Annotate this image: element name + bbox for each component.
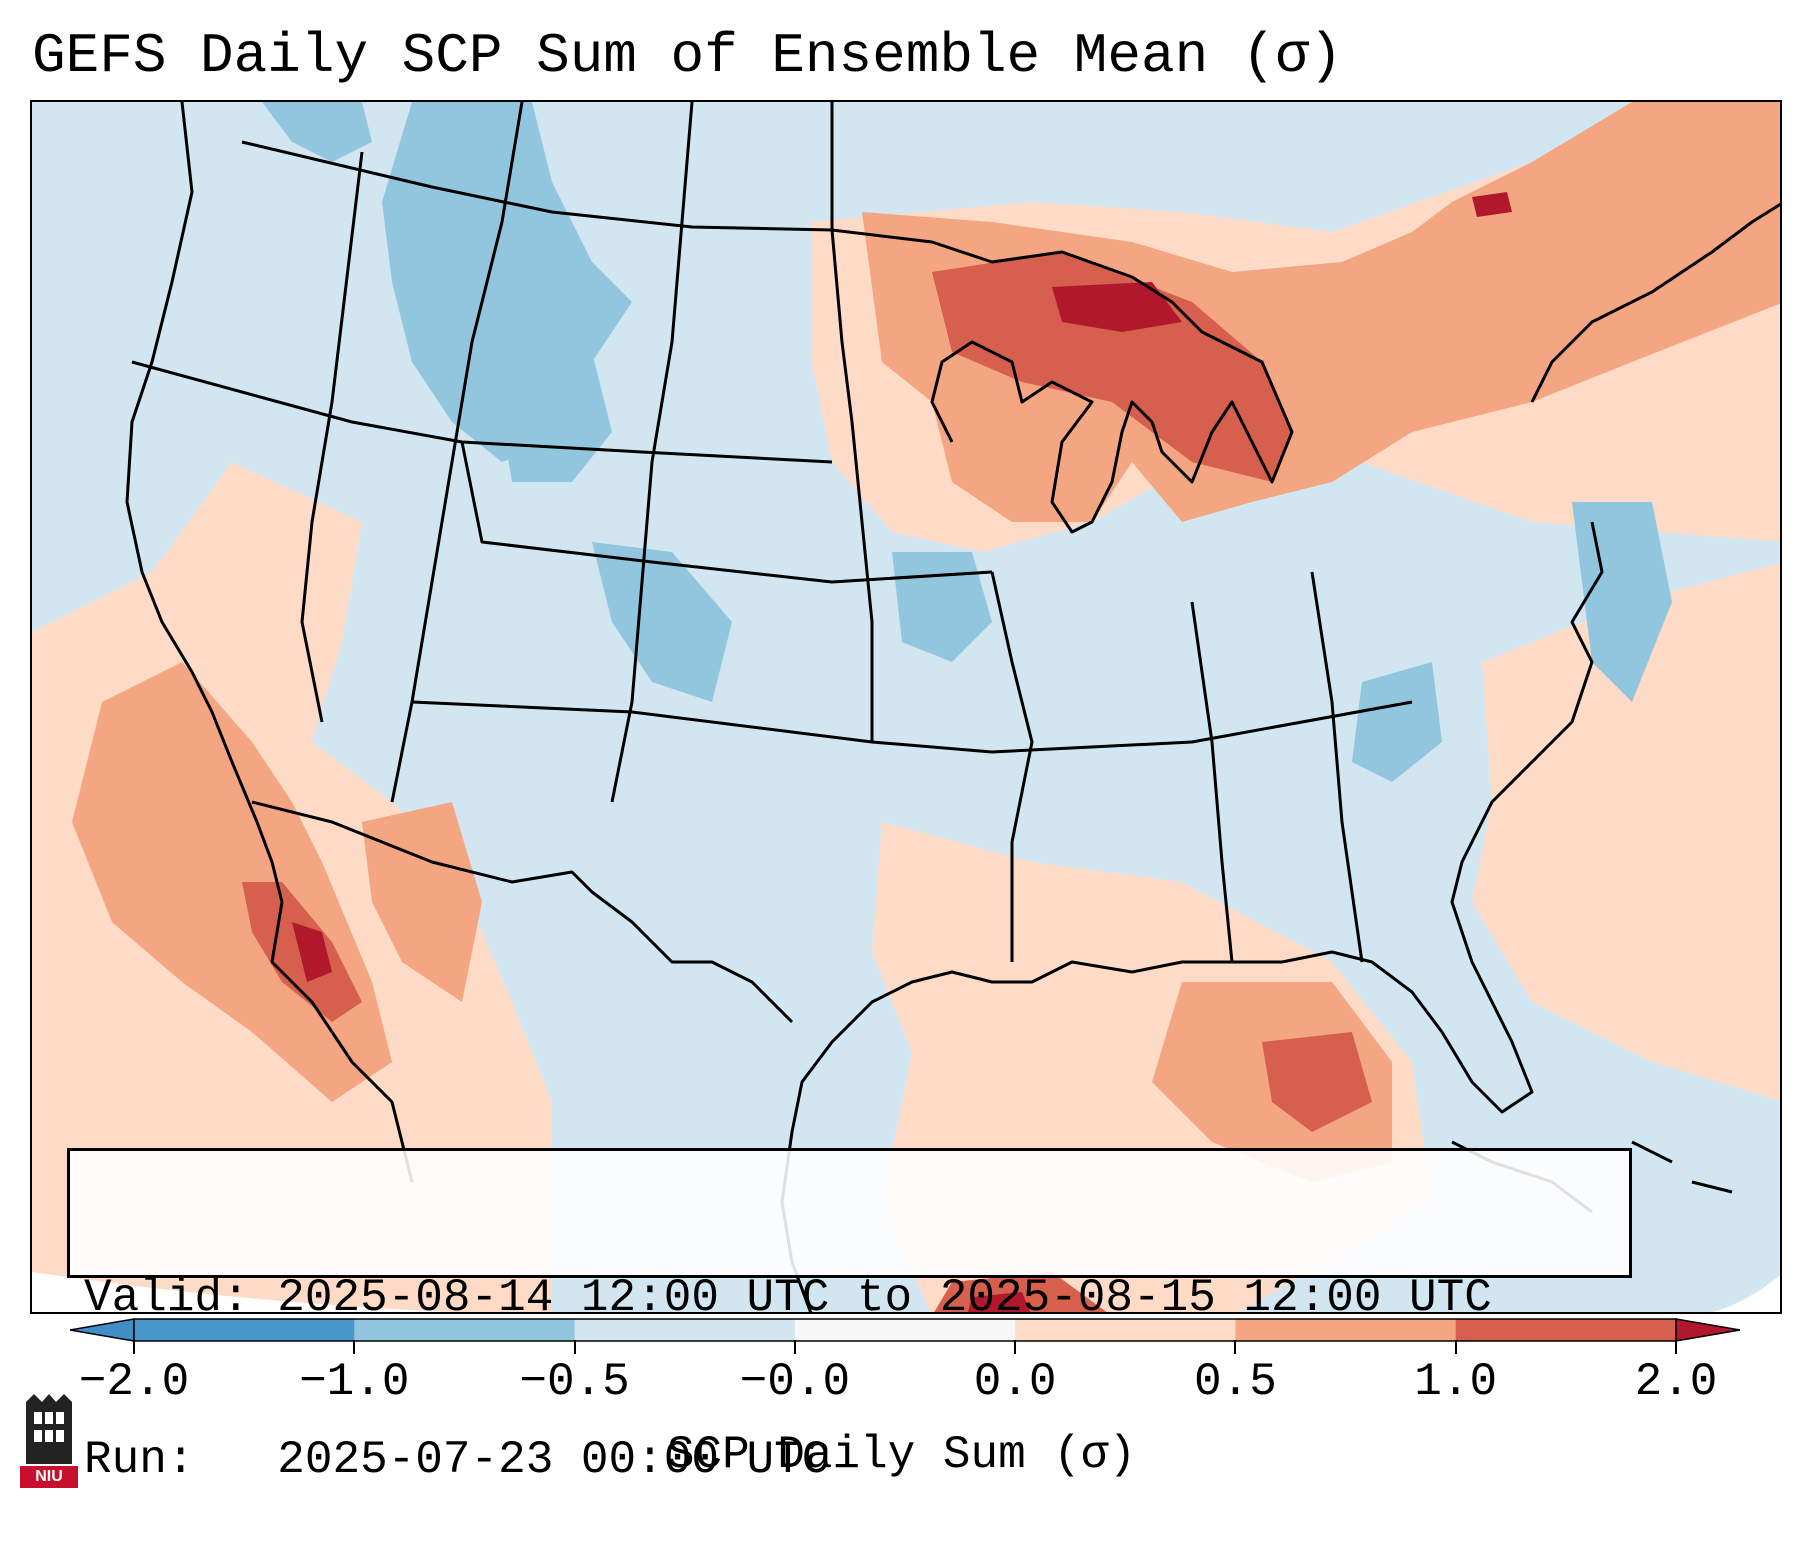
run-label: Run:: [84, 1434, 195, 1486]
colorbar-bin: [574, 1319, 796, 1341]
anomaly-area-sonora: [362, 802, 482, 1002]
figure-title: GEFS Daily SCP Sum of Ensemble Mean (σ): [32, 24, 1343, 88]
colorbar-extend-low: [70, 1318, 135, 1342]
colorbar-bin: [1455, 1319, 1677, 1341]
colorbar-tick: [1675, 1340, 1677, 1354]
east-coastline: [1440, 521, 1604, 1114]
great-lakes-outline: [831, 228, 1294, 534]
anomaly-area-atlantic: [1472, 563, 1780, 1101]
anomaly-area-wyoming: [492, 352, 612, 482]
canada-us-border-west: [241, 140, 833, 232]
projection-edge-right: [1712, 1275, 1780, 1312]
anomaly-area-baja-core: [292, 922, 332, 982]
northeast-coastline: [1530, 202, 1780, 403]
colorbar-tick: [133, 1340, 135, 1354]
colorbar-frame: [133, 1318, 1677, 1342]
logo-tower-icon: [26, 1394, 72, 1464]
map-canvas: [32, 102, 1780, 1312]
border-east-west-2: [460, 441, 993, 584]
colorbar-label: SCP Daily Sum (σ): [666, 1429, 1137, 1481]
projection-edge-left: [32, 1272, 452, 1312]
anomaly-area-plains: [892, 552, 992, 662]
negative-anomaly-areas: [262, 102, 1672, 782]
us-mexico-border: [251, 800, 794, 1024]
island-path: [1631, 1140, 1673, 1164]
colorbar-tick-label: 1.0: [1414, 1356, 1498, 1408]
colorbar-tick: [353, 1340, 356, 1354]
anomaly-area-lake-superior: [932, 252, 1292, 482]
anomaly-area-colorado: [592, 542, 732, 702]
anomaly-area-southern-edge-core: [968, 1292, 1031, 1312]
colorbar-extend-high: [1675, 1318, 1740, 1342]
logo-text: NIU: [20, 1466, 78, 1488]
border-east-west-3: [411, 700, 1413, 754]
colorbar-tick: [573, 1340, 576, 1354]
colorbar-tick-label: −0.0: [739, 1356, 851, 1408]
border-north-south-1: [300, 151, 364, 723]
colorbar-bin: [1235, 1319, 1457, 1341]
anomaly-area-great-lakes: [862, 102, 1780, 522]
colorbar-tick: [1454, 1340, 1457, 1354]
colorbar-bin: [134, 1319, 355, 1341]
border-north-south-3: [610, 102, 694, 803]
anomaly-area-gulf-core: [1262, 1032, 1372, 1132]
colorbar-bin: [354, 1319, 576, 1341]
border-east-west-4: [990, 571, 1034, 962]
colorbar-tick-label: 2.0: [1634, 1356, 1718, 1408]
colorbar: [70, 1318, 1740, 1342]
colorbar-tick: [1014, 1340, 1017, 1354]
geographic-boundaries: [125, 102, 1780, 1312]
island-path: [1691, 1180, 1733, 1194]
valid-value: 2025-08-14 12:00 UTC to 2025-08-15 12:00…: [277, 1272, 1492, 1324]
anomaly-area-southeast: [1352, 662, 1442, 782]
border-east-west-6: [1310, 571, 1364, 963]
colorbar-tick-label: −0.5: [519, 1356, 630, 1408]
border-east-west-5: [1190, 601, 1234, 963]
anomaly-area-idaho: [262, 102, 372, 162]
colorbar-bin: [1015, 1319, 1236, 1341]
gulf-coastline: [790, 950, 1444, 1133]
valid-time-box: Valid: 2025-08-14 12:00 UTC to 2025-08-1…: [67, 1148, 1632, 1486]
run-row: Run: 2025-07-23 00:00 UTC: [84, 1433, 1615, 1487]
anomaly-area-lake-superior-core: [1052, 282, 1182, 332]
border-north-south-4: [830, 102, 874, 742]
colorbar-tick-label: −2.0: [78, 1356, 190, 1408]
map-panel: [30, 100, 1782, 1314]
colorbar-tick: [1234, 1340, 1237, 1354]
colorbar-tick-label: 0.0: [973, 1356, 1057, 1408]
colorbar-bin: [794, 1319, 1016, 1341]
valid-row: Valid: 2025-08-14 12:00 UTC to 2025-08-1…: [84, 1271, 1615, 1325]
colorbar-tick-label: 0.5: [1194, 1356, 1277, 1408]
run-value: 2025-07-23 00:00 UTC: [277, 1434, 830, 1486]
colorbar-ticks: −2.0 −1.0 −0.5 −0.0 0.0 0.5 1.0 2.0: [0, 1340, 1803, 1408]
pacific-coastline: [125, 102, 284, 903]
colorbar-tick-label: −1.0: [299, 1356, 410, 1408]
positive-anomaly-areas: [32, 102, 1780, 1312]
colorbar-tick: [793, 1340, 796, 1354]
valid-label: Valid:: [84, 1272, 250, 1324]
niu-logo: NIU: [20, 1392, 78, 1488]
baja-peninsula: [270, 901, 414, 1183]
anomaly-area-ontario-core: [1472, 192, 1512, 217]
